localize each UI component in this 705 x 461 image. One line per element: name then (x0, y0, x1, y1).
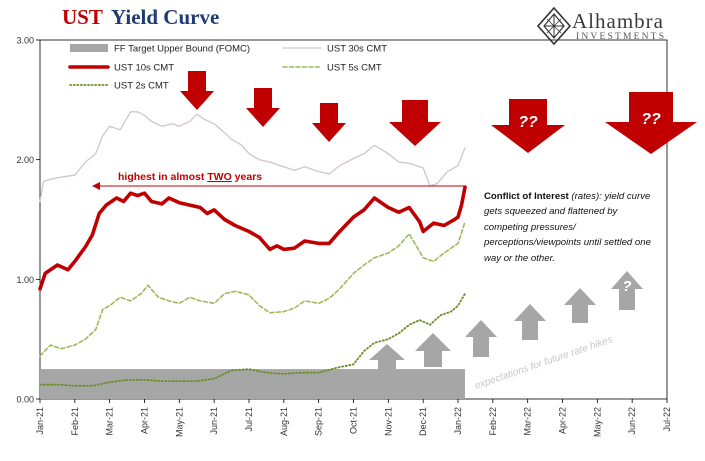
x-tick-label: May-22 (592, 407, 602, 437)
highest-text: highest in almost TWO years (118, 171, 262, 183)
down-arrow-icon (312, 103, 346, 142)
down-arrows: ???? (180, 71, 697, 154)
up-arrow-icon (564, 288, 596, 323)
up-arrow-icon (514, 304, 546, 340)
series-ff-area (40, 369, 465, 399)
up-arrow-icon (369, 344, 405, 372)
legend-label: UST 2s CMT (114, 81, 169, 92)
y-tick-label: 2.00 (16, 155, 34, 165)
x-tick-label: Apr-22 (558, 407, 568, 434)
legend-label: FF Target Upper Bound (FOMC) (114, 44, 250, 55)
x-tick-label: Nov-21 (383, 407, 393, 436)
brand-logo: Alhambra INVESTMENTS (536, 6, 701, 46)
series-10s-line (40, 187, 465, 289)
x-tick-label: Jul-22 (662, 407, 672, 432)
series-layer (40, 112, 465, 399)
y-tick-label: 3.00 (16, 36, 34, 46)
y-axis: 0.00 1.00 2.00 3.00 (16, 36, 40, 405)
legend-label: UST 30s CMT (327, 44, 387, 55)
series-5s-line (40, 222, 465, 356)
x-tick-label: Dec-21 (418, 407, 428, 436)
x-tick-label: Jun-22 (627, 407, 637, 435)
highest-annotation: highest in almost TWO years (92, 171, 466, 190)
conflict-note: Conflict of Interest (rates): yield curv… (484, 189, 652, 266)
x-tick-label: Sep-21 (314, 407, 324, 436)
y-tick-label: 0.00 (16, 395, 34, 405)
x-tick-label: Aug-21 (279, 407, 289, 436)
chart-title-part1: UST (62, 5, 103, 29)
down-arrow-icon (180, 71, 214, 110)
x-tick-label: May-21 (174, 407, 184, 437)
up-arrow-icon (465, 320, 497, 357)
brand-diamond-icon (536, 6, 572, 46)
x-tick-label: Jan-21 (35, 407, 45, 435)
down-arrow-icon (389, 100, 441, 146)
x-tick-label: Jan-22 (453, 407, 463, 435)
x-tick-label: Feb-21 (70, 407, 80, 436)
expectations-text: expectations for future rate hikes (473, 334, 614, 392)
chart-title-part2: Yield Curve (111, 5, 219, 29)
legend: FF Target Upper Bound (FOMC) UST 30s CMT U… (70, 44, 387, 92)
legend-label: UST 10s CMT (114, 63, 174, 74)
x-tick-label: Apr-21 (140, 407, 150, 434)
up-arrow-icon (415, 333, 451, 367)
legend-label: UST 5s CMT (327, 63, 382, 74)
y-tick-label: 1.00 (16, 275, 34, 285)
x-tick-label: Jun-21 (209, 407, 219, 435)
brand-sub: INVESTMENTS (576, 32, 666, 42)
up-arrow-question: ? (622, 278, 631, 295)
x-tick-label: Mar-22 (523, 407, 533, 436)
down-arrow-icon (246, 88, 280, 127)
note-paren: (rates) (569, 191, 599, 202)
x-tick-label: Mar-21 (105, 407, 115, 436)
down-arrow-question: ?? (641, 111, 661, 128)
x-tick-label: Jul-21 (244, 407, 254, 432)
brand-name: Alhambra (572, 9, 664, 34)
down-arrow-question: ?? (518, 114, 538, 131)
up-arrows: ? (369, 271, 643, 372)
x-tick-label: Oct-21 (349, 407, 359, 434)
x-axis: Jan-21 Feb-21 Mar-21 Apr-21 May-21 Jun-21 Jul-… (35, 399, 672, 437)
chart-title: UST Yield Curve (62, 5, 219, 29)
x-tick-label: Feb-22 (488, 407, 498, 436)
highest-arrow-head (92, 182, 100, 190)
note-bold: Conflict of Interest (484, 191, 569, 202)
